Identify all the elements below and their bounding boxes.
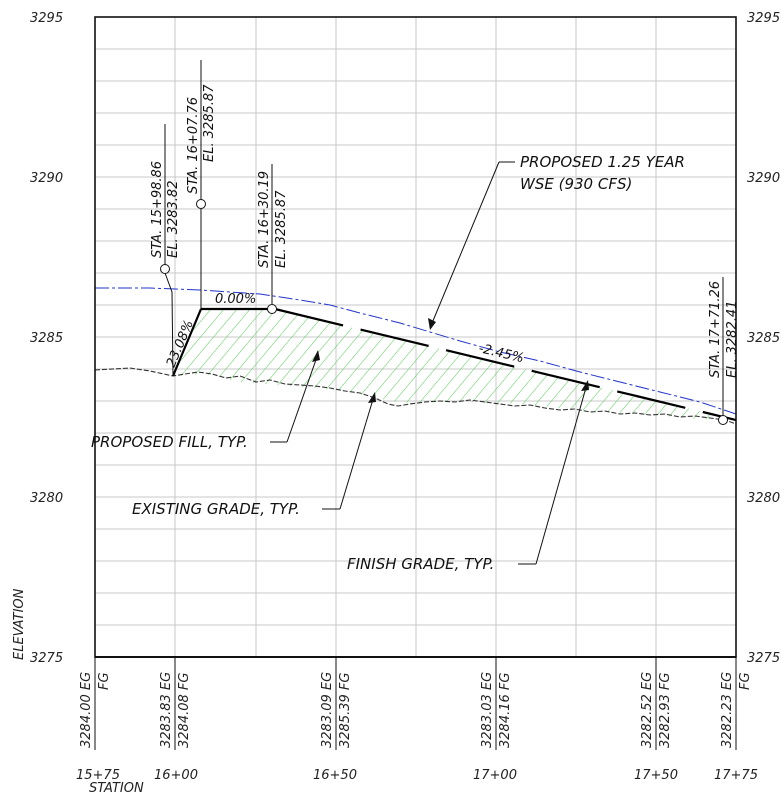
finish-grade-line [171,307,736,422]
table-c4-fg: 3284.16 FG [498,673,513,748]
existing-leader: EXISTING GRADE, TYP. [132,392,376,518]
y-tick-left-3275: 3275 [30,651,63,666]
finish-leader: FINISH GRADE, TYP. [347,380,589,573]
fill-leader: PROPOSED FILL, TYP. [91,350,320,451]
callout-el-3282-41: EL. 3282.41 [725,301,740,378]
existing-label: EXISTING GRADE, TYP. [132,500,300,518]
y-axis-right: 3295 3290 3285 3280 3275 [747,11,780,666]
station-callouts: STA. 15+98.86 EL. 3283.82 STA. 16+07.76 … [150,60,740,425]
existing-grade-line [95,367,736,425]
fill-label: PROPOSED FILL, TYP. [91,433,248,451]
callout-el-3285-87-b: EL. 3285.87 [274,190,289,268]
table-c3-eg: 3283.09 EG [320,672,335,748]
y-axis-title: ELEVATION [12,588,27,660]
callout-el-3285-87-a: EL. 3285.87 [202,84,217,162]
y-tick-right-3280: 3280 [747,491,780,506]
wse-leader: PROPOSED 1.25 YEAR WSE (930 CFS) [428,153,685,330]
table-c3-fg: 3285.39 FG [338,673,353,748]
y-tick-right-3295: 3295 [747,11,780,26]
finish-label: FINISH GRADE, TYP. [347,555,494,573]
y-tick-left-3285: 3285 [30,331,63,346]
callout-sta-16-30: STA. 16+30.19 [257,171,272,268]
table-c1-eg: 3284.00 EG [79,672,94,748]
table-c4-eg: 3283.03 EG [480,672,495,748]
x-tick-15-75: 15+75 [76,768,120,783]
y-tick-right-3290: 3290 [747,171,780,186]
y-tick-left-3290: 3290 [30,171,63,186]
elevation-table-text: 3284.00 EG FG 3283.83 EG 3284.08 FG 3283… [79,672,753,748]
y-tick-right-3285: 3285 [747,331,780,346]
table-c1-fg: FG [97,672,112,690]
table-c2-fg: 3284.08 FG [177,673,192,748]
table-c2-eg: 3283.83 EG [159,672,174,748]
x-axis: 15+75 16+00 16+50 17+00 17+50 17+75 [76,768,758,783]
slope-label-0-00: 0.00% [215,292,256,307]
y-tick-right-3275: 3275 [747,651,780,666]
x-tick-16-00: 16+00 [154,768,198,783]
wse-label-line1: PROPOSED 1.25 YEAR [520,153,685,171]
x-tick-16-50: 16+50 [313,768,357,783]
y-tick-left-3295: 3295 [30,11,63,26]
table-c6-eg: 3282.23 EG [720,672,735,748]
callout-sta-17-71: STA. 17+71.26 [708,281,723,378]
callout-sta-16-07: STA. 16+07.76 [186,97,201,194]
table-c5-fg: 3282.93 FG [658,673,673,748]
y-tick-left-3280: 3280 [30,491,63,506]
x-tick-17-50: 17+50 [634,768,678,783]
wse-label-line2: WSE (930 CFS) [520,175,632,193]
table-c5-eg: 3282.52 EG [640,672,655,748]
y-axis-left: 3295 3290 3285 3280 3275 [30,11,63,666]
proposed-fill-area [173,309,736,420]
table-c6-fg: FG [738,672,753,690]
x-axis-title: STATION [89,781,144,796]
x-tick-17-75: 17+75 [714,768,758,783]
callout-el-3283-82: EL. 3283.82 [166,181,181,258]
callout-sta-15-98: STA. 15+98.86 [150,161,165,258]
elevation-table [94,657,737,750]
wse-line [95,287,736,415]
x-tick-17-00: 17+00 [473,768,517,783]
